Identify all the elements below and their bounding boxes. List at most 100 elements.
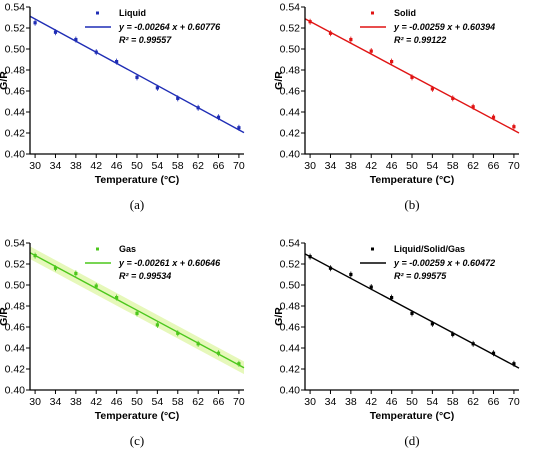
x-axis-label: Temperature (°C) [95, 410, 180, 422]
chart-panel-b: 0.40 0.42 0.44 0.46 0.48 0.50 0.52 0.54 30 34 38 42… [273, 0, 545, 227]
x-tick-label: 42 [90, 396, 102, 408]
legend-marker [96, 247, 99, 251]
chart-panel-d: 0.40 0.42 0.44 0.46 0.48 0.50 0.52 0.54 30 34 38 42… [273, 236, 545, 463]
y-tick-label: 0.50 [5, 44, 26, 56]
data-point [308, 255, 312, 259]
data-point [115, 60, 119, 64]
axis-frame [304, 7, 519, 155]
y-tick-label: 0.48 [280, 301, 301, 313]
data-point [237, 362, 241, 366]
x-tick-label: 38 [345, 160, 357, 172]
data-point [349, 272, 353, 277]
fit-r2: R² = 0.99122 [394, 35, 446, 45]
data-point [328, 266, 333, 270]
data-point [196, 342, 200, 346]
axis-frame [29, 7, 244, 155]
data-point [216, 351, 221, 355]
data-point [74, 271, 78, 276]
x-axis-label: Temperature (°C) [370, 174, 455, 186]
data-point [410, 75, 414, 79]
legend-series-name: Gas [119, 244, 136, 254]
legend-marker [371, 11, 374, 15]
y-tick-label: 0.46 [280, 322, 301, 334]
y-tick-label: 0.50 [280, 280, 301, 292]
caption-d: (d) [404, 433, 420, 448]
chart-svg-a: 0.40 0.42 0.44 0.46 0.48 0.50 0.52 0.54 30 34 38 42… [0, 2, 245, 187]
y-tick-label: 0.44 [280, 343, 301, 355]
data-point [33, 254, 37, 258]
data-point [135, 311, 139, 315]
x-tick-label: 66 [213, 160, 225, 172]
legend-series-name: Solid [394, 8, 416, 18]
y-tick-label: 0.42 [280, 128, 301, 140]
legend-marker [371, 247, 374, 251]
y-tick-label: 0.52 [280, 259, 301, 271]
y-tick-label: 0.52 [280, 23, 301, 35]
fit-equation: y = -0.00259 x + 0.60472 [393, 258, 495, 268]
y-tick-label: 0.48 [280, 65, 301, 77]
x-tick-label: 30 [304, 396, 316, 408]
x-tick-label: 54 [152, 160, 164, 172]
x-tick-label: 50 [131, 160, 143, 172]
data-point [390, 296, 394, 300]
x-axis-label: Temperature (°C) [95, 174, 180, 186]
chart-panel-c: 0.40 0.42 0.44 0.46 0.48 0.50 0.52 0.54 30 34 38 42… [0, 236, 270, 463]
data-point [176, 96, 180, 100]
x-tick-label: 46 [386, 160, 398, 172]
data-point [155, 86, 159, 90]
y-tick-label: 0.40 [5, 149, 26, 161]
y-tick-label: 0.54 [280, 238, 301, 250]
x-tick-label: 30 [29, 160, 41, 172]
x-tick-label: 34 [50, 160, 62, 172]
data-point [155, 323, 159, 327]
y-tick-label: 0.46 [280, 86, 301, 98]
y-tick-label: 0.50 [5, 280, 26, 292]
x-tick-label: 46 [111, 396, 123, 408]
x-tick-label: 54 [427, 396, 439, 408]
axis-frame [29, 243, 244, 391]
caption-b: (b) [404, 197, 420, 212]
legend-series-name: Liquid [119, 8, 146, 18]
data-point [491, 115, 496, 119]
x-tick-label: 42 [365, 396, 377, 408]
x-tick-label: 58 [447, 160, 459, 172]
fit-r2: R² = 0.99575 [394, 271, 447, 281]
x-tick-label: 66 [488, 160, 500, 172]
y-tick-label: 0.42 [5, 128, 26, 140]
y-tick-label: 0.40 [280, 149, 301, 161]
data-point [349, 37, 353, 42]
data-point [390, 60, 394, 64]
x-tick-label: 30 [304, 160, 316, 172]
x-tick-label: 34 [325, 396, 337, 408]
x-axis-label: Temperature (°C) [370, 410, 455, 422]
data-point [196, 106, 200, 110]
y-tick-label: 0.50 [280, 44, 301, 56]
fit-equation: y = -0.00264 x + 0.60776 [118, 22, 221, 32]
x-tick-label: 42 [90, 160, 102, 172]
x-tick-label: 62 [467, 396, 479, 408]
legend-marker [96, 11, 99, 15]
y-tick-label: 0.54 [5, 238, 26, 250]
y-tick-label: 0.52 [5, 23, 26, 35]
data-point [369, 285, 373, 289]
x-tick-label: 58 [447, 396, 459, 408]
data-point [471, 105, 475, 109]
y-axis-label: G/R [0, 307, 10, 326]
y-axis-label: G/R [273, 307, 285, 326]
y-tick-label: 0.48 [5, 301, 26, 313]
x-tick-label: 54 [427, 160, 439, 172]
fit-equation: y = -0.00259 x + 0.60394 [393, 22, 495, 32]
data-point [53, 266, 58, 270]
data-point [94, 284, 98, 288]
data-point [491, 351, 496, 355]
data-point [451, 332, 455, 336]
x-tick-label: 38 [70, 160, 82, 172]
y-tick-label: 0.52 [5, 259, 26, 271]
chart-svg-d: 0.40 0.42 0.44 0.46 0.48 0.50 0.52 0.54 30 34 38 42… [273, 238, 520, 423]
fit-equation: y = -0.00261 x + 0.60646 [118, 258, 221, 268]
x-tick-label: 30 [29, 396, 41, 408]
data-point [53, 30, 58, 34]
x-tick-label: 66 [488, 396, 500, 408]
x-tick-label: 62 [192, 160, 204, 172]
x-tick-label: 58 [172, 160, 184, 172]
